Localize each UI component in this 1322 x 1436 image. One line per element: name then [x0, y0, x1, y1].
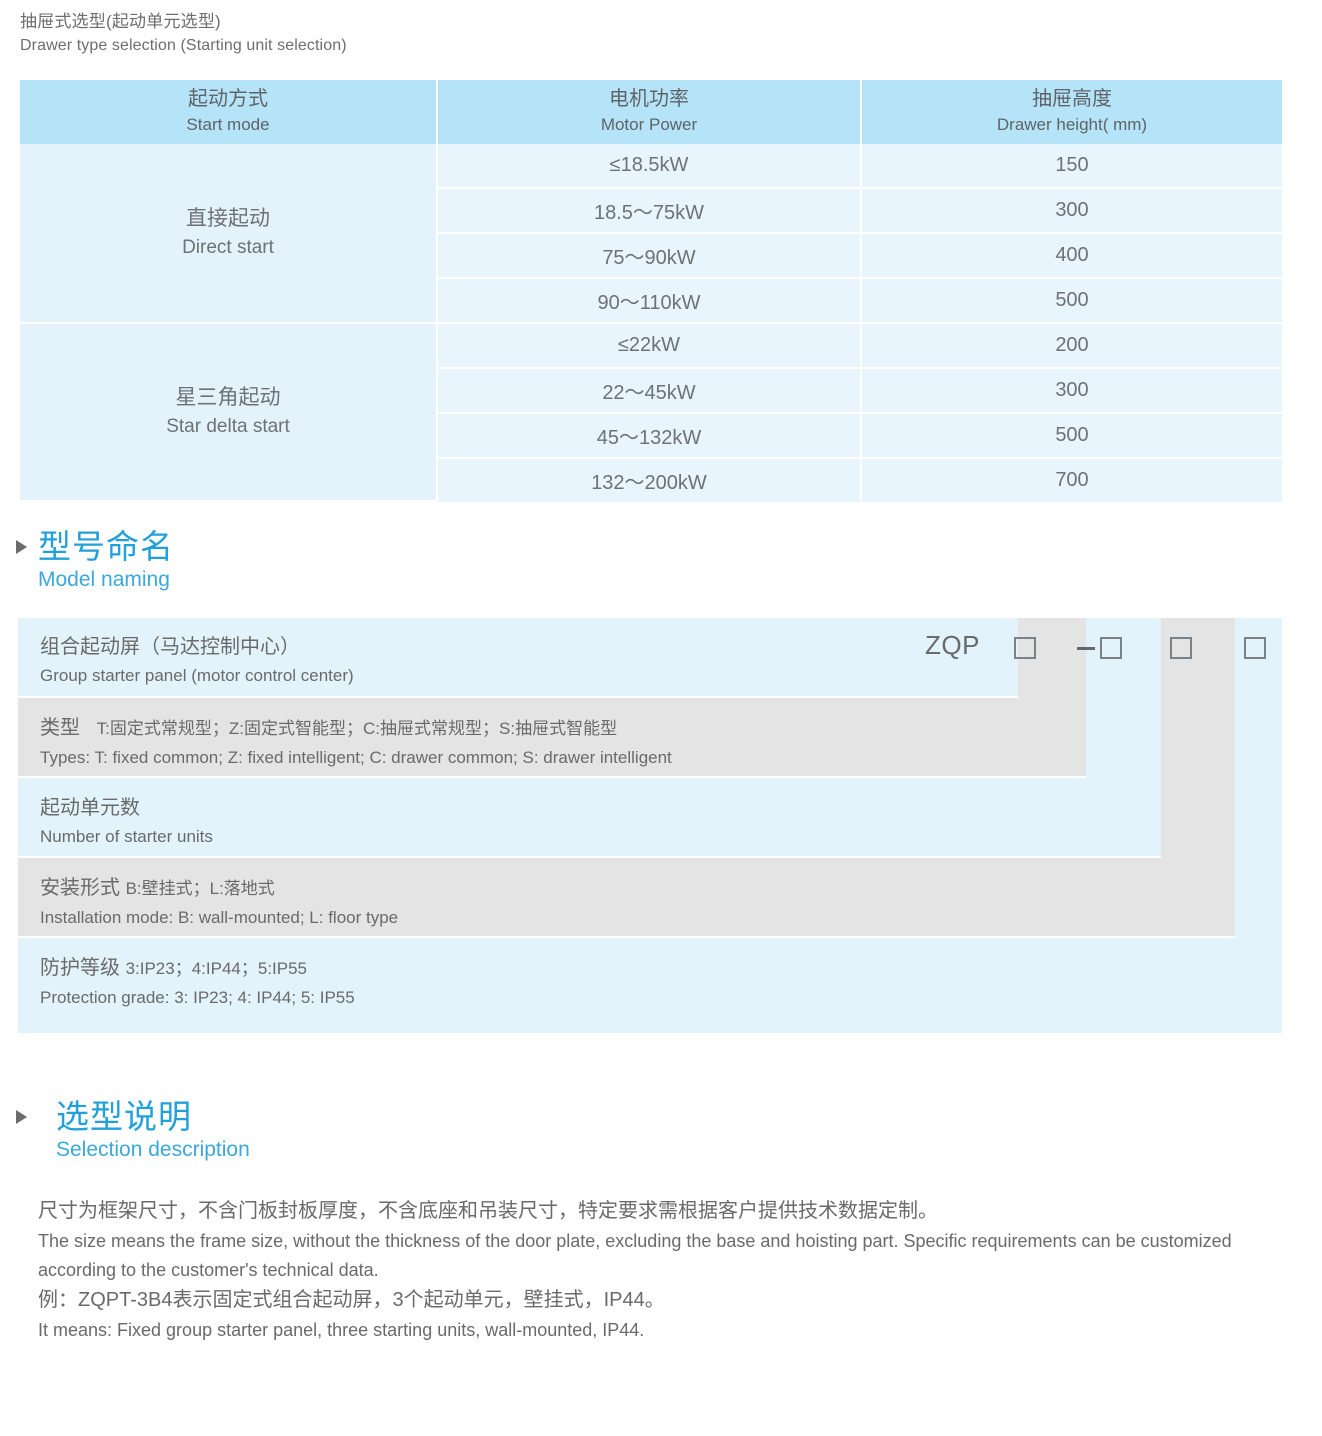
cell-start-mode-star-delta: 星三角起动 Star delta start [20, 324, 438, 502]
row-2-en: Types: T: fixed common; Z: fixed intelli… [40, 748, 672, 767]
row-2-cn: 类型 T:固定式常规型；Z:固定式智能型；C:抽屉式常规型；S:抽屉式智能型 [40, 713, 672, 744]
model-code-box-protection[interactable] [1244, 637, 1266, 659]
cell-motor-power: 45～132kW [438, 414, 862, 459]
row-5-cn: 防护等级 3:IP23；4:IP44；5:IP55 [40, 953, 355, 984]
row-4-cn: 安装形式 B:壁挂式；L:落地式 [40, 873, 398, 904]
cell-motor-power: 132～200kW [438, 459, 862, 502]
cell-motor-power: 90～110kW [438, 279, 862, 324]
header-start-mode: 起动方式 Start mode [20, 80, 438, 144]
header-motor-power-cn: 电机功率 [609, 87, 689, 110]
row-5-en: Protection grade: 3: IP23; 4: IP44; 5: I… [40, 988, 355, 1007]
cell-motor-power: 22～45kW [438, 369, 862, 414]
header-start-mode-en: Start mode [186, 114, 270, 134]
page-title-en: Drawer type selection (Starting unit sel… [20, 37, 347, 54]
header-drawer-height: 抽屉高度 Drawer height( mm) [862, 80, 1282, 144]
triangle-bullet-icon [16, 540, 27, 554]
table-row: 90～110kW 500 [20, 279, 1282, 324]
start-mode-cn: 直接起动 [186, 207, 270, 230]
cell-drawer-height: 500 [862, 279, 1282, 324]
model-naming-heading-en: Model naming [38, 568, 170, 591]
band-row-2 [18, 698, 1086, 776]
cell-drawer-height: 200 [862, 324, 1282, 369]
triangle-bullet-icon [16, 1110, 27, 1124]
table-row: 22～45kW 300 [20, 369, 1282, 414]
row-1-text: 组合起动屏（马达控制中心） Group starter panel (motor… [40, 632, 354, 690]
stair-col-4 [1235, 618, 1282, 1016]
band-row-5 [18, 938, 1282, 1033]
start-mode-en: Star delta start [166, 416, 290, 437]
table-row: 直接起动 Direct start ≤18.5kW 150 [20, 144, 1282, 324]
cell-motor-power: 75～90kW [438, 234, 862, 279]
table-row: 18.5～75kW 300 [20, 189, 1282, 234]
table-header-row: 起动方式 Start mode 电机功率 Motor Power 抽屉高度 Dr… [20, 80, 1282, 144]
desc-line2-cn: 例：ZQPT-3B4表示固定式组合起动屏，3个起动单元，壁挂式，IP44。 [38, 1289, 665, 1311]
band-row-4 [18, 858, 1210, 936]
cell-motor-power: ≤18.5kW [438, 144, 862, 189]
stair-col-2 [1086, 618, 1161, 856]
row-4-en: Installation mode: B: wall-mounted; L: f… [40, 908, 399, 927]
row-2-cn-detail: T:固定式常规型；Z:固定式智能型；C:抽屉式常规型；S:抽屉式智能型 [96, 719, 618, 738]
model-code-prefix: ZQP [925, 630, 980, 660]
section-heading-model-naming: 型号命名 Model naming [16, 528, 174, 594]
row-4-cn-detail: B:壁挂式；L:落地式 [125, 879, 275, 898]
cell-drawer-height: 400 [862, 234, 1282, 279]
row-5-cn-detail: 3:IP23；4:IP44；5:IP55 [125, 959, 308, 978]
header-motor-power-en: Motor Power [600, 114, 698, 134]
selection-description-body: 尺寸为框架尺寸，不含门板封板厚度，不含底座和吊装尺寸，特定要求需根据客户提供技术… [38, 1196, 1293, 1345]
row-3-cn: 起动单元数 [40, 797, 140, 819]
desc-line2-en: It means: Fixed group starter panel, thr… [38, 1320, 645, 1340]
page-title-cn: 抽屉式选型(起动单元选型) [20, 12, 221, 31]
row-1-cn: 组合起动屏（马达控制中心） [40, 636, 300, 658]
selection-heading-en: Selection description [56, 1138, 250, 1161]
stair-col-1 [1018, 618, 1086, 776]
row-4-text: 安装形式 B:壁挂式；L:落地式 Installation mode: B: w… [40, 873, 398, 932]
drawer-selection-table: 起动方式 Start mode 电机功率 Motor Power 抽屉高度 Dr… [20, 80, 1282, 502]
row-5-text: 防护等级 3:IP23；4:IP44；5:IP55 Protection gra… [40, 953, 355, 1012]
header-drawer-height-cn: 抽屉高度 [1032, 87, 1112, 110]
row-2-text: 类型 T:固定式常规型；Z:固定式智能型；C:抽屉式常规型；S:抽屉式智能型 T… [40, 713, 672, 772]
model-code-box-type[interactable] [1014, 637, 1036, 659]
row-2-cn-label: 类型 [40, 717, 80, 739]
page-title: 抽屉式选型(起动单元选型) Drawer type selection (Sta… [20, 10, 1020, 58]
row-1-en: Group starter panel (motor control cente… [40, 666, 354, 685]
cell-motor-power: ≤22kW [438, 324, 862, 369]
cell-drawer-height: 500 [862, 414, 1282, 459]
table-row: 星三角起动 Star delta start ≤22kW 200 [20, 324, 1282, 502]
cell-start-mode-direct: 直接起动 Direct start [20, 144, 438, 324]
cell-motor-power: 18.5～75kW [438, 189, 862, 234]
model-naming-heading-cn: 型号命名 [38, 528, 174, 565]
desc-line1-cn: 尺寸为框架尺寸，不含门板封板厚度，不含底座和吊装尺寸，特定要求需根据客户提供技术… [38, 1200, 938, 1222]
table-row: 132～200kW 700 [20, 459, 1282, 502]
table-row: 45～132kW 500 [20, 414, 1282, 459]
desc-line1-en: The size means the frame size, without t… [38, 1231, 1232, 1280]
cell-drawer-height: 150 [862, 144, 1282, 189]
model-code-dash [1077, 647, 1095, 650]
cell-drawer-height: 700 [862, 459, 1282, 502]
row-5-cn-label: 防护等级 [40, 957, 120, 979]
start-mode-cn: 星三角起动 [175, 386, 281, 409]
row-3-text: 起动单元数 Number of starter units [40, 793, 213, 851]
start-mode-en: Direct start [182, 237, 274, 258]
cell-drawer-height: 300 [862, 189, 1282, 234]
band-row-3 [18, 778, 1138, 856]
section-heading-selection-description: 选型说明 Selection description [16, 1098, 250, 1164]
selection-heading-cn: 选型说明 [56, 1098, 192, 1135]
header-motor-power: 电机功率 Motor Power [438, 80, 862, 144]
model-code-box-unit-count[interactable] [1100, 637, 1122, 659]
header-drawer-height-en: Drawer height( mm) [996, 114, 1148, 134]
band-row-1 [18, 618, 1164, 696]
model-naming-diagram: 组合起动屏（马达控制中心） Group starter panel (motor… [18, 618, 1282, 1033]
row-3-en: Number of starter units [40, 827, 213, 846]
row-4-cn-label: 安装形式 [40, 877, 120, 899]
header-start-mode-cn: 起动方式 [188, 87, 268, 110]
stair-col-3 [1161, 618, 1235, 936]
model-code-box-installation[interactable] [1170, 637, 1192, 659]
cell-drawer-height: 300 [862, 369, 1282, 414]
table-row: 75～90kW 400 [20, 234, 1282, 279]
